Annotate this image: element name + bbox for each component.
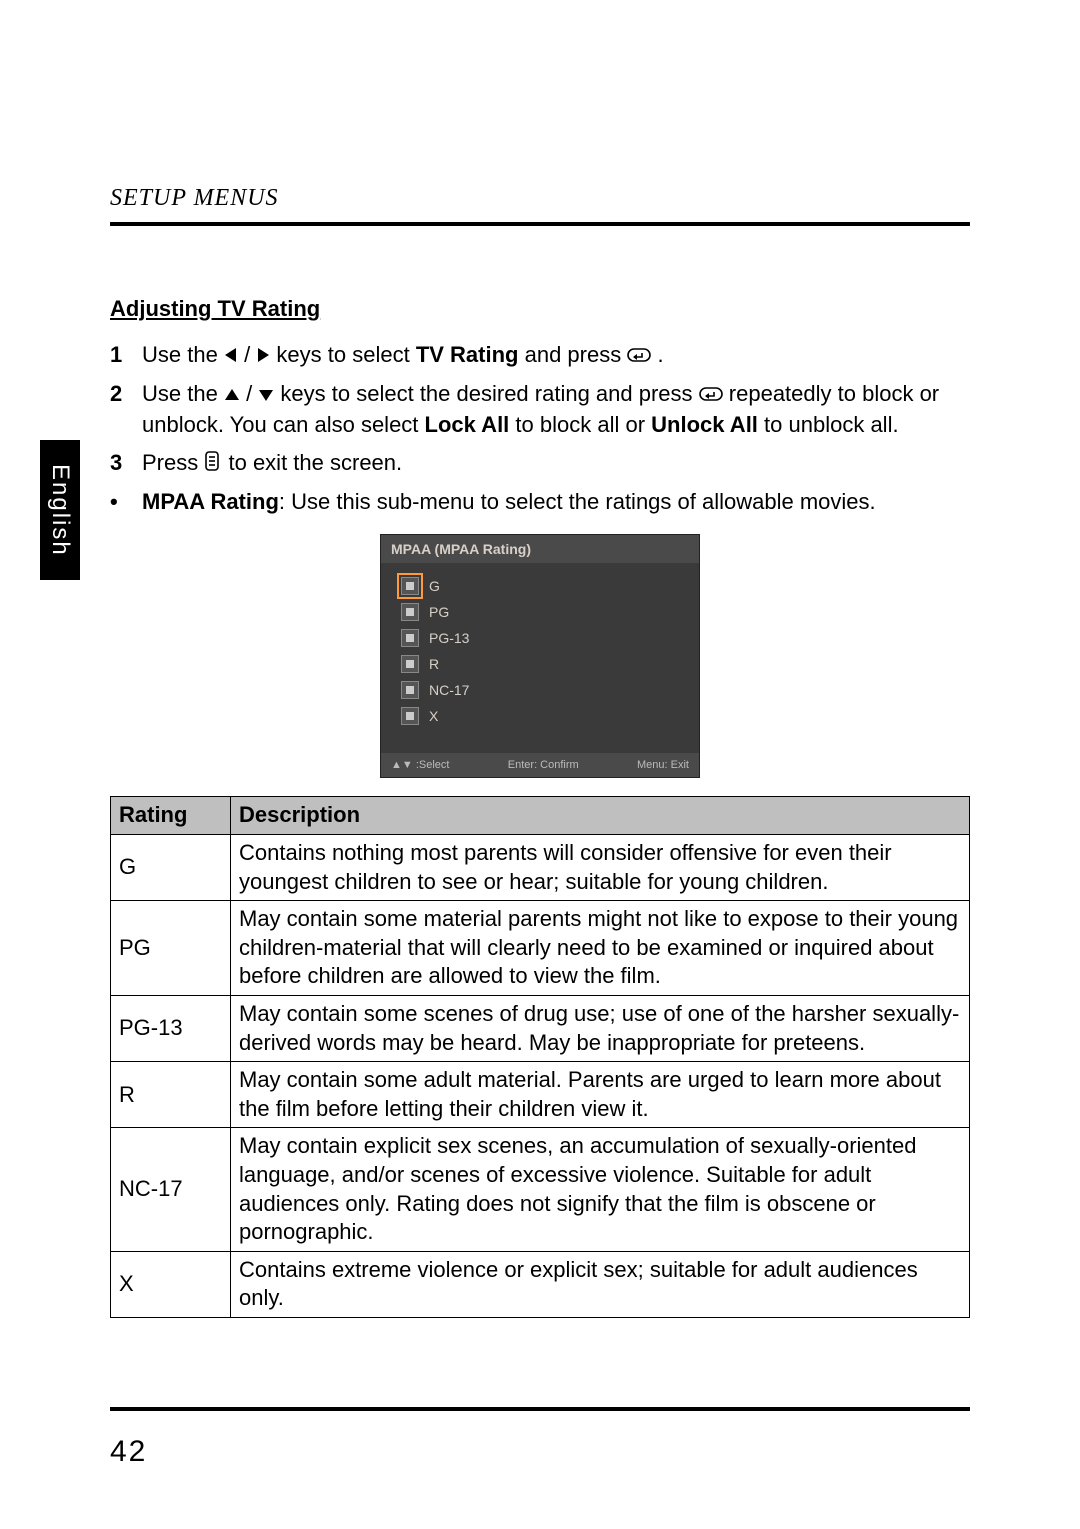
step-text: keys to select — [276, 342, 415, 367]
mpaa-label: PG — [429, 604, 449, 620]
mpaa-label: R — [429, 656, 439, 672]
mpaa-screenshot: MPAA (MPAA Rating) G PG PG-13 R NC-17 X ▲▼ :S… — [380, 534, 700, 778]
mpaa-title: MPAA (MPAA Rating) — [381, 535, 699, 563]
step-number: 3 — [110, 448, 142, 479]
table-cell-desc: Contains nothing most parents will consi… — [231, 835, 970, 901]
header-rule — [110, 222, 970, 226]
mpaa-row: R — [391, 651, 689, 677]
step-text: and press — [525, 342, 628, 367]
mpaa-checkbox-icon — [401, 655, 419, 673]
table-row: PGMay contain some material parents migh… — [111, 901, 970, 996]
step-3: 3 Press to exit the screen. — [110, 448, 970, 479]
section-heading: Adjusting TV Rating — [110, 296, 970, 322]
enter-icon — [699, 380, 723, 410]
step-number: 1 — [110, 340, 142, 371]
left-arrow-icon — [224, 341, 238, 371]
step-text: Press — [142, 450, 204, 475]
table-header-rating: Rating — [111, 797, 231, 835]
table-cell-desc: May contain explicit sex scenes, an accu… — [231, 1128, 970, 1251]
mpaa-footer-mid: Enter: Confirm — [508, 759, 579, 771]
step-number: 2 — [110, 379, 142, 440]
enter-icon — [627, 341, 651, 371]
step-text: Use the — [142, 381, 224, 406]
table-header-desc: Description — [231, 797, 970, 835]
step-body: Use the / keys to select the desired rat… — [142, 379, 970, 440]
step-text: to unblock all. — [764, 412, 899, 437]
step-body: Use the / keys to select TV Rating and p… — [142, 340, 970, 371]
mpaa-footer-left: ▲▼ :Select — [391, 759, 449, 771]
mpaa-row: X — [391, 703, 689, 729]
header-title: SETUP MENUS — [110, 185, 970, 212]
bullet-rest: : Use this sub-menu to select the rating… — [279, 489, 876, 514]
mpaa-footer-right: Menu: Exit — [637, 759, 689, 771]
down-arrow-icon — [258, 380, 274, 410]
mpaa-checkbox-icon — [401, 577, 419, 595]
content-area: SETUP MENUS Adjusting TV Rating 1 Use th… — [110, 185, 970, 1379]
slash: / — [246, 381, 258, 406]
step-text: keys to select the desired rating and pr… — [280, 381, 698, 406]
bullet-dot: • — [110, 487, 142, 517]
bullet-text: MPAA Rating: Use this sub-menu to select… — [142, 487, 970, 517]
table-cell-rating: NC-17 — [111, 1128, 231, 1251]
step-bold: Lock All — [425, 412, 510, 437]
mpaa-checkbox-icon — [401, 603, 419, 621]
bullet-bold: MPAA Rating — [142, 489, 279, 514]
step-text: to exit the screen. — [228, 450, 402, 475]
steps-list: 1 Use the / keys to select TV Rating and… — [110, 340, 970, 479]
mpaa-label: G — [429, 578, 440, 594]
bullet-item: • MPAA Rating: Use this sub-menu to sele… — [110, 487, 970, 517]
step-body: Press to exit the screen. — [142, 448, 970, 479]
mpaa-checkbox-icon — [401, 629, 419, 647]
slash: / — [244, 342, 256, 367]
step-text: Use the — [142, 342, 224, 367]
language-tab: English — [40, 440, 80, 580]
mpaa-row: NC-17 — [391, 677, 689, 703]
table-row: GContains nothing most parents will cons… — [111, 835, 970, 901]
page-number: 42 — [110, 1435, 147, 1469]
right-arrow-icon — [256, 341, 270, 371]
table-row: RMay contain some adult material. Parent… — [111, 1062, 970, 1128]
mpaa-checkbox-icon — [401, 681, 419, 699]
step-text: to block all or — [515, 412, 651, 437]
table-header-row: Rating Description — [111, 797, 970, 835]
page: English SETUP MENUS Adjusting TV Rating … — [0, 0, 1080, 1529]
step-text: . — [657, 342, 663, 367]
table-cell-rating: PG-13 — [111, 996, 231, 1062]
table-cell-desc: May contain some adult material. Parents… — [231, 1062, 970, 1128]
table-cell-rating: PG — [111, 901, 231, 996]
footer-rule — [110, 1407, 970, 1411]
table-cell-rating: G — [111, 835, 231, 901]
mpaa-label: PG-13 — [429, 630, 469, 646]
mpaa-row: PG — [391, 599, 689, 625]
mpaa-checkbox-icon — [401, 707, 419, 725]
mpaa-label: X — [429, 708, 438, 724]
table-cell-desc: Contains extreme violence or explicit se… — [231, 1251, 970, 1317]
mpaa-list: G PG PG-13 R NC-17 X — [381, 563, 699, 753]
menu-icon — [204, 449, 222, 479]
step-1: 1 Use the / keys to select TV Rating and… — [110, 340, 970, 371]
table-cell-desc: May contain some scenes of drug use; use… — [231, 996, 970, 1062]
table-row: NC-17May contain explicit sex scenes, an… — [111, 1128, 970, 1251]
ratings-table: Rating Description GContains nothing mos… — [110, 796, 970, 1318]
mpaa-footer: ▲▼ :Select Enter: Confirm Menu: Exit — [381, 753, 699, 777]
mpaa-row: PG-13 — [391, 625, 689, 651]
mpaa-row: G — [391, 573, 689, 599]
step-2: 2 Use the / keys to select the desired r… — [110, 379, 970, 440]
step-bold: Unlock All — [651, 412, 758, 437]
table-cell-rating: X — [111, 1251, 231, 1317]
table-cell-rating: R — [111, 1062, 231, 1128]
up-arrow-icon — [224, 380, 240, 410]
table-row: PG-13May contain some scenes of drug use… — [111, 996, 970, 1062]
mpaa-label: NC-17 — [429, 682, 469, 698]
step-bold: TV Rating — [416, 342, 519, 367]
table-cell-desc: May contain some material parents might … — [231, 901, 970, 996]
table-row: XContains extreme violence or explicit s… — [111, 1251, 970, 1317]
